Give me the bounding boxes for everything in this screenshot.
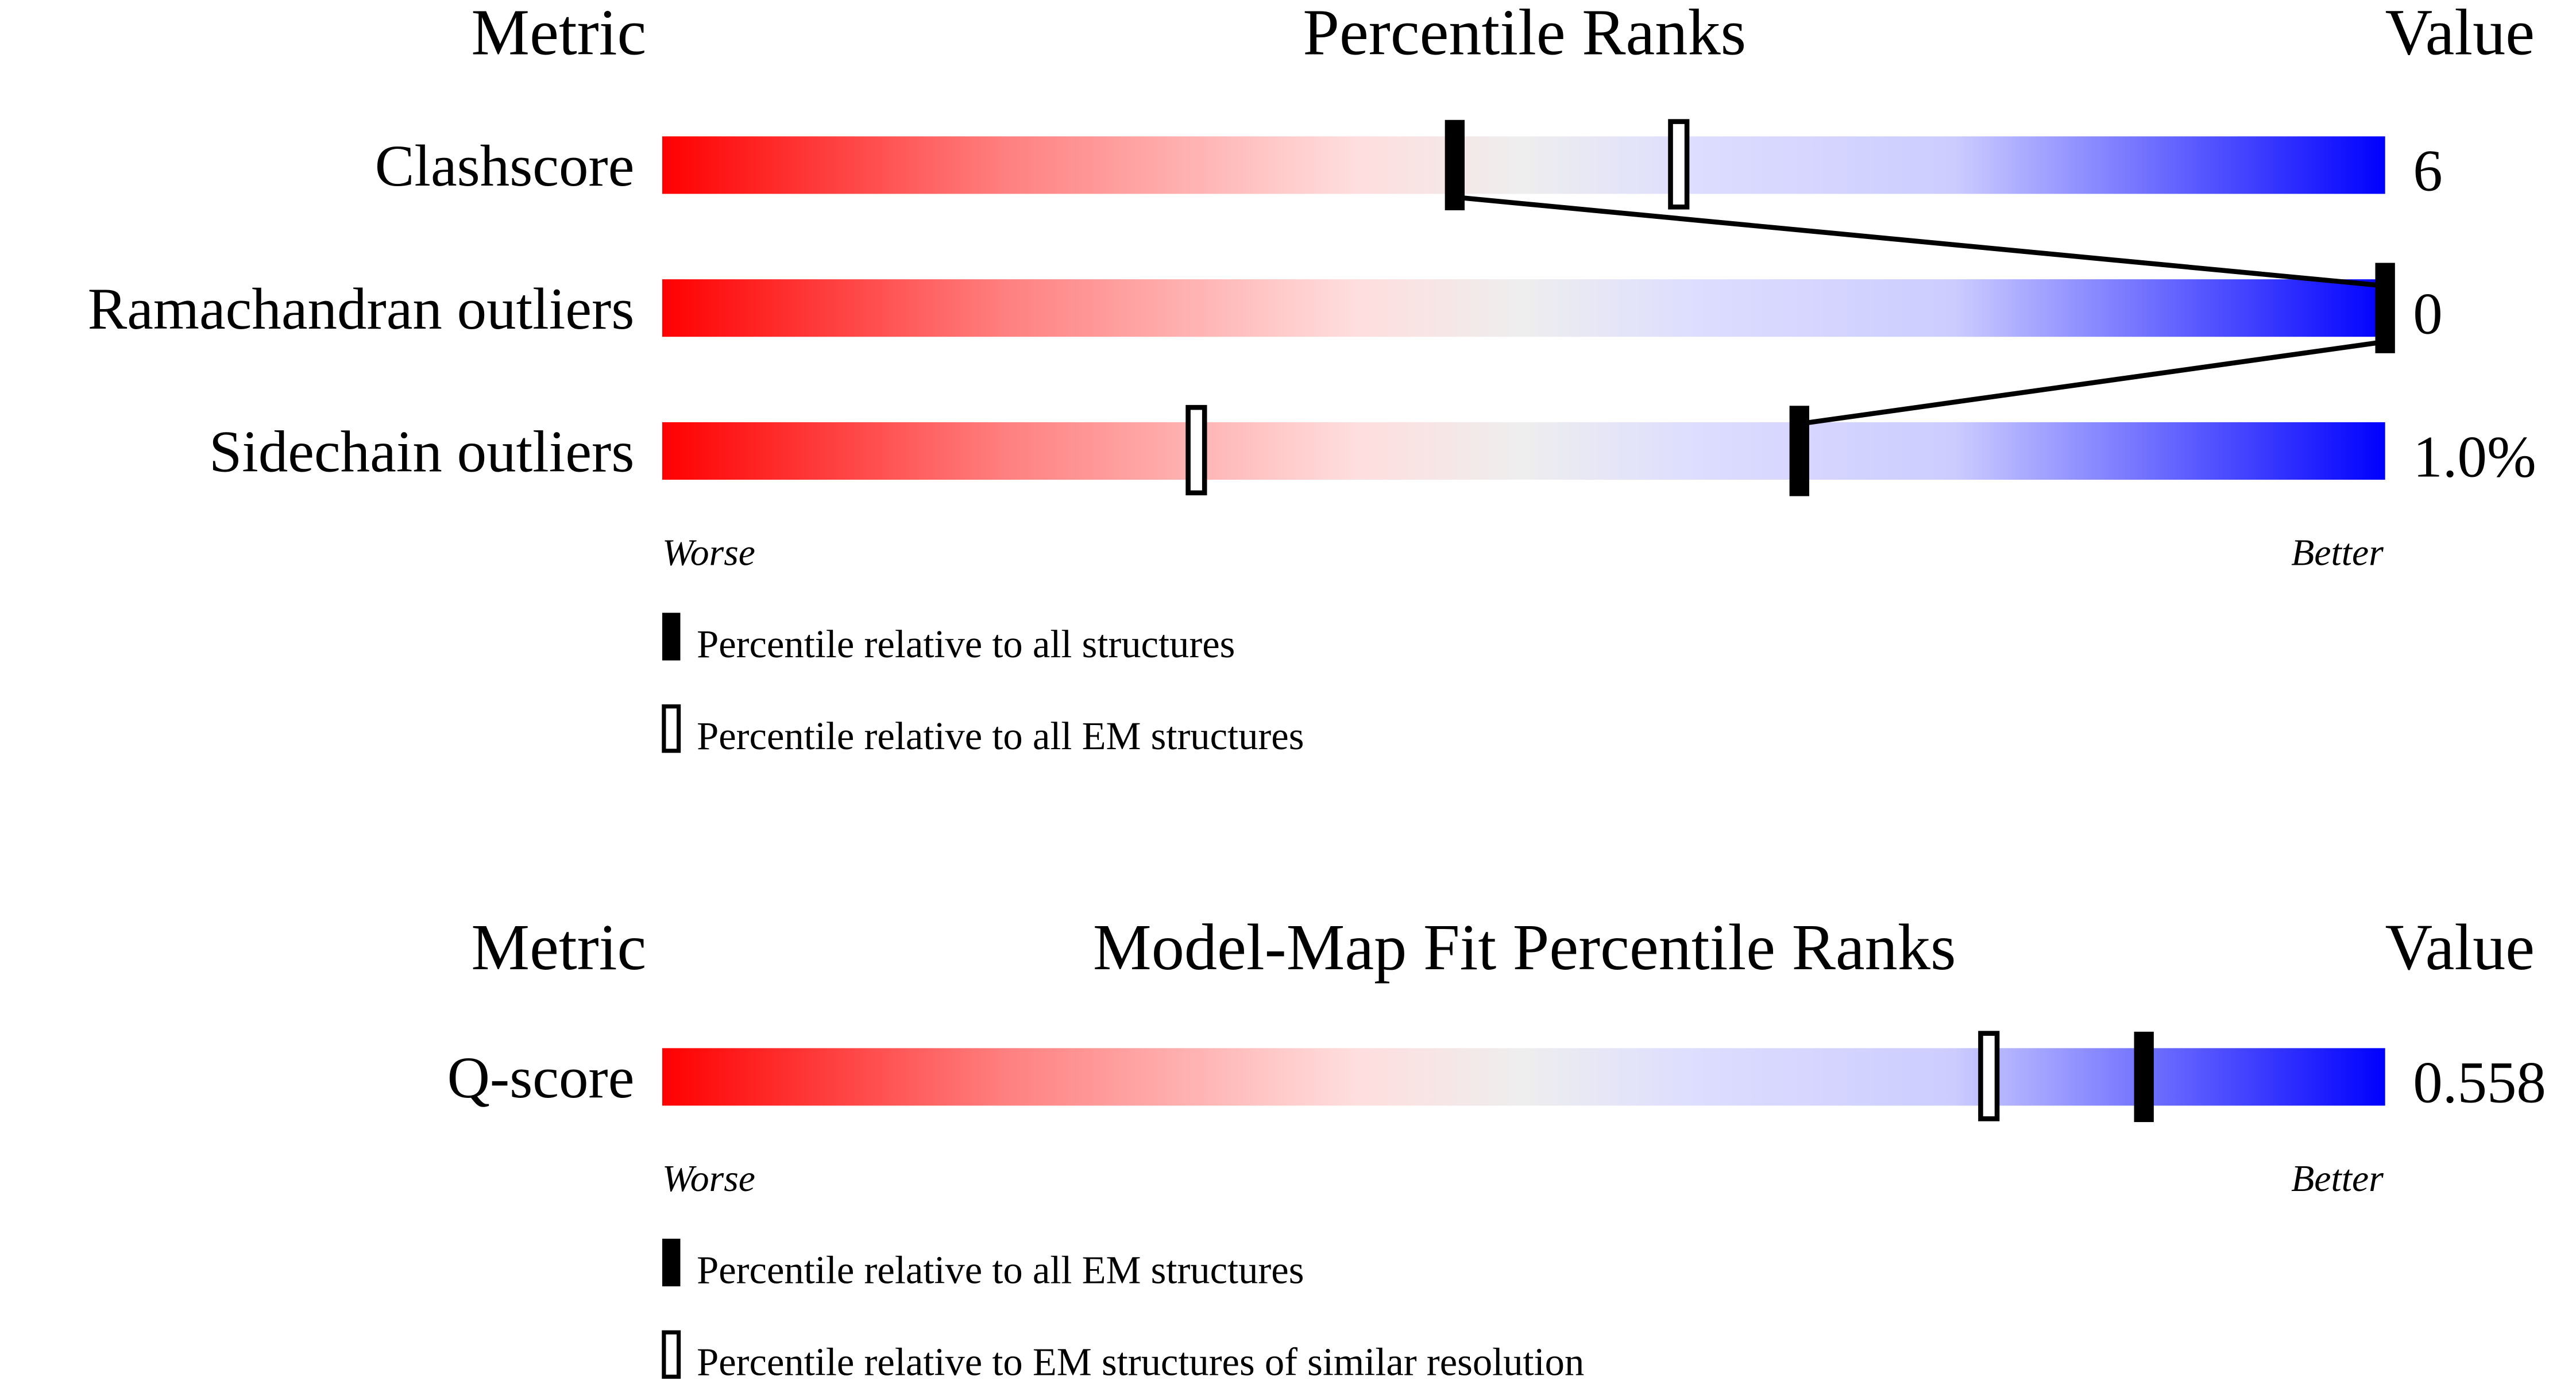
legend-open-text: Percentile relative to all EM structures [697, 714, 1304, 758]
metric-row: Q-score 0.558 [447, 1031, 2546, 1123]
metric-label: Ramachandran outliers [88, 276, 635, 342]
percentile-bar [662, 279, 2385, 337]
better-label: Better [2291, 1158, 2384, 1200]
open-percentile-marker [1185, 404, 1207, 496]
chart-title: Percentile Ranks [1303, 0, 1746, 68]
metric-value: 1.0% [2413, 424, 2536, 489]
metric-value: 6 [2413, 138, 2442, 204]
value-header: Value [2385, 911, 2535, 984]
worse-label: Worse [662, 1158, 755, 1200]
chart-title: Model-Map Fit Percentile Ranks [1093, 911, 1956, 984]
legend-filled-text: Percentile relative to all EM structures [697, 1248, 1304, 1292]
metric-label: Q-score [447, 1045, 635, 1111]
percentile-bar [662, 1048, 2385, 1106]
connector-line [1799, 339, 2386, 427]
metric-header: Metric [471, 0, 646, 68]
percentile-bar [662, 136, 2385, 194]
filled-percentile-marker [2375, 263, 2395, 353]
metric-row: Ramachandran outliers 0 [88, 263, 2443, 353]
panel-model-map-fit: Metric Model-Map Fit Percentile Ranks Va… [447, 911, 2546, 1380]
legend-open-text: Percentile relative to EM structures of … [697, 1340, 1584, 1380]
open-percentile-marker [1668, 119, 1690, 210]
metric-value: 0 [2413, 281, 2442, 346]
legend-filled-text: Percentile relative to all structures [697, 622, 1235, 666]
value-header: Value [2385, 0, 2535, 68]
legend-open-marker [662, 704, 681, 753]
worse-label: Worse [662, 532, 755, 574]
filled-percentile-marker [1445, 120, 1465, 211]
metric-label: Clashscore [375, 133, 635, 199]
filled-percentile-marker [2134, 1031, 2154, 1123]
legend-open-marker [662, 1330, 681, 1379]
connector-line [1454, 194, 2386, 288]
filled-percentile-marker [1789, 406, 1809, 496]
legend-filled-marker [662, 1239, 681, 1287]
metric-header: Metric [471, 911, 646, 984]
better-label: Better [2291, 532, 2384, 574]
percentile-bar [662, 422, 2385, 480]
legend-filled-marker [662, 612, 681, 661]
metric-label: Sidechain outliers [209, 419, 634, 485]
open-percentile-marker [1978, 1031, 2000, 1121]
metric-row: Sidechain outliers 1.0% [209, 404, 2536, 496]
metric-value: 0.558 [2413, 1050, 2546, 1116]
metric-row: Clashscore 6 [375, 119, 2443, 211]
panel-geometry: Metric Percentile Ranks Value Clashscore… [88, 0, 2536, 758]
